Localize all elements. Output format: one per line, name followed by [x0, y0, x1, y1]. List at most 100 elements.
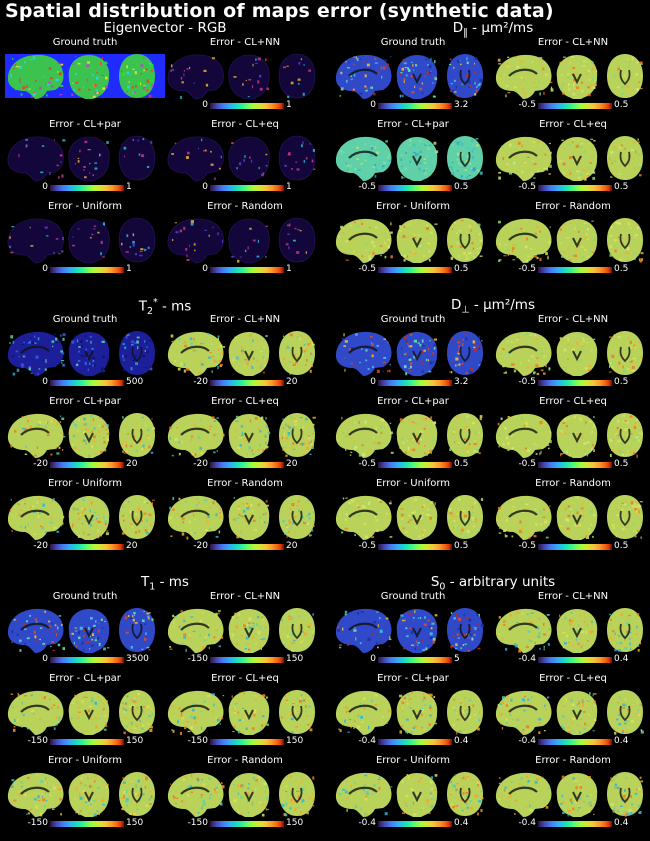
- colorbar-min-label: 0: [370, 654, 376, 664]
- coronal-slice: [396, 332, 438, 376]
- axial-slice: [119, 608, 155, 652]
- brain-slices-image: [335, 772, 484, 817]
- panel-title: Error - CL+eq: [211, 673, 279, 684]
- colorbar: [538, 657, 612, 663]
- colorbar-max-label: 1: [286, 182, 292, 192]
- colorbar-min-label: 0: [370, 377, 376, 387]
- panel-title: Ground truth: [380, 314, 446, 325]
- brain-slices-image: [167, 331, 315, 376]
- axial-slice: [607, 136, 643, 180]
- colorbar: [378, 657, 452, 663]
- coronal-slice: [228, 609, 270, 653]
- brain-slices-image: [335, 218, 483, 263]
- colorbar-min-label: 0: [202, 264, 208, 274]
- panel-dperp-error-cl-eq: Error - CL+eq -0.5 0.5: [493, 396, 650, 478]
- colorbar-max-label: 20: [286, 459, 298, 469]
- colorbar: [50, 544, 124, 550]
- sagittal-slice: [167, 772, 224, 817]
- colorbar: [538, 380, 612, 386]
- panel-title: Error - CL+par: [377, 396, 449, 407]
- panel-eigvec-error-cl-nn: Error - CL+NN 0 1: [165, 37, 325, 119]
- colorbar-max-label: 0.5: [614, 541, 629, 551]
- colorbar-min-label: -150: [187, 654, 208, 664]
- colorbar-min-label: -0.5: [518, 264, 536, 274]
- colorbar: [538, 544, 612, 550]
- coronal-slice: [68, 136, 110, 182]
- axial-slice: [607, 331, 643, 375]
- colorbar: [378, 380, 452, 386]
- sagittal-slice: [167, 690, 224, 735]
- brain-slices-image: [495, 331, 643, 376]
- coronal-slice: [68, 218, 110, 264]
- brain-slices-image: [7, 495, 155, 540]
- coronal-slice: [228, 332, 270, 376]
- brain-slices-image: [7, 608, 155, 653]
- sagittal-slice: [335, 608, 392, 653]
- coronal-slice: [396, 496, 438, 540]
- colorbar-min-label: 0: [42, 264, 48, 274]
- panel-dperp-error-cl-par: Error - CL+par -0.5 0.5: [333, 396, 493, 478]
- panel-dperp-error-random: Error - Random -0.5 0.5: [493, 478, 650, 560]
- colorbar-min-label: 0: [42, 654, 48, 664]
- coronal-slice: [68, 691, 110, 735]
- colorbar-max-label: 20: [286, 377, 298, 387]
- panel-t2-error-cl-eq: Error - CL+eq -20 20: [165, 396, 325, 478]
- panel-title: Error - CL+eq: [211, 119, 279, 130]
- brain-slices-image: [335, 495, 484, 540]
- group-title-t1: T1 - ms: [141, 574, 189, 593]
- colorbar-max-label: 20: [286, 541, 298, 551]
- axial-slice: [279, 413, 315, 457]
- sagittal-slice: [167, 136, 224, 182]
- axial-slice: [607, 608, 643, 652]
- colorbar: [538, 103, 612, 109]
- sagittal-slice: [495, 772, 552, 817]
- panel-dpar-error-cl-eq: Error - CL+eq -0.5 0.5: [493, 119, 650, 201]
- panel-eigvec-error-random: Error - Random 0 1: [165, 201, 325, 283]
- coronal-slice: [396, 773, 438, 817]
- panel-dpar-error-uniform: Error - Uniform -0.5 0.5: [333, 201, 493, 283]
- panel-t2-error-cl-par: Error - CL+par -20 20: [5, 396, 165, 478]
- axial-slice: [278, 53, 316, 99]
- axial-slice: [607, 772, 643, 816]
- colorbar: [210, 380, 284, 386]
- brain-slices-image: [167, 217, 316, 264]
- colorbar: [538, 462, 612, 468]
- axial-slice: [447, 690, 483, 734]
- colorbar-min-label: 0: [202, 182, 208, 192]
- brain-slices-image: [167, 135, 316, 182]
- coronal-slice: [396, 55, 438, 99]
- panel-title: Error - CL+NN: [537, 591, 609, 602]
- colorbar-min-label: -0.4: [518, 654, 536, 664]
- colorbar-min-label: -20: [193, 459, 208, 469]
- coronal-slice: [68, 609, 110, 653]
- colorbar: [210, 462, 284, 468]
- brain-slices-image: [335, 54, 483, 99]
- panel-s0-error-random: Error - Random -0.4 0.4: [493, 755, 650, 837]
- sagittal-slice: [335, 413, 392, 458]
- panel-dpar-error-cl-nn: Error - CL+NN -0.5 0.5: [493, 37, 650, 119]
- panel-eigvec-error-cl-par: Error - CL+par 0 1: [5, 119, 165, 201]
- coronal-slice: [396, 219, 438, 263]
- panel-title: Error - CL+par: [49, 119, 121, 130]
- panel-dpar-error-cl-par: Error - CL+par -0.5 0.5: [333, 119, 493, 201]
- colorbar-max-label: 1: [286, 264, 292, 274]
- colorbar-min-label: -0.5: [518, 541, 536, 551]
- panel-title: Ground truth: [52, 314, 118, 325]
- sagittal-slice: [335, 772, 392, 817]
- sagittal-slice: [167, 54, 224, 100]
- panel-title: Ground truth: [52, 591, 118, 602]
- panel-s0-error-cl-par: Error - CL+par -0.4 0.4: [333, 673, 493, 755]
- colorbar: [378, 103, 452, 109]
- colorbar: [378, 267, 452, 273]
- sagittal-slice: [167, 331, 224, 376]
- colorbar-min-label: 0: [42, 377, 48, 387]
- panel-t2-error-random: Error - Random -20 20: [165, 478, 325, 560]
- colorbar-min-label: -0.5: [518, 377, 536, 387]
- brain-slices-image: [7, 690, 155, 735]
- colorbar-max-label: 0.5: [614, 182, 629, 192]
- colorbar-max-label: 0.5: [454, 264, 469, 274]
- colorbar-min-label: -150: [27, 736, 48, 746]
- coronal-slice: [68, 332, 110, 376]
- brain-slices-image: [7, 772, 155, 817]
- colorbar-min-label: -0.4: [518, 736, 536, 746]
